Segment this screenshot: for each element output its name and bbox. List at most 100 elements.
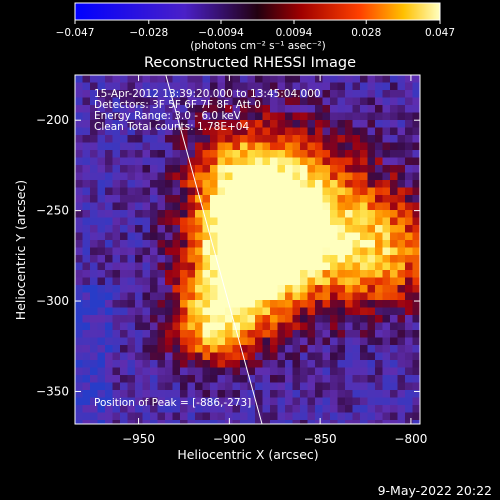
heatmap-cell (382, 142, 391, 151)
heatmap-cell (225, 210, 233, 218)
heatmap-cell (337, 232, 346, 241)
heatmap-cell (187, 262, 196, 271)
heatmap-cell (300, 330, 308, 338)
heatmap-cell (345, 195, 353, 203)
heatmap-cell (180, 187, 188, 196)
heatmap-cell (397, 127, 406, 136)
heatmap-cell (277, 382, 286, 391)
heatmap-cell (315, 225, 323, 233)
heatmap-cell (90, 292, 98, 301)
heatmap-cell (210, 232, 218, 241)
heatmap-cell (232, 337, 241, 346)
heatmap-cell (90, 307, 98, 316)
heatmap-cell (195, 262, 203, 271)
heatmap-cell (285, 97, 293, 106)
heatmap-cell (315, 315, 323, 323)
heatmap-cell (285, 202, 293, 211)
heatmap-cell (127, 127, 136, 136)
heatmap-cell (262, 300, 271, 308)
heatmap-cell (97, 150, 106, 158)
heatmap-cell (120, 367, 128, 376)
heatmap-cell (322, 405, 331, 413)
heatmap-cell (412, 367, 420, 376)
heatmap-cell (97, 202, 106, 211)
heatmap-cell (232, 352, 241, 361)
heatmap-cell (112, 180, 121, 188)
heatmap-cell (262, 307, 271, 316)
heatmap-cell (157, 300, 166, 308)
heatmap-cell (187, 375, 196, 383)
heatmap-cell (337, 285, 346, 293)
heatmap-cell (405, 397, 413, 406)
heatmap-cell (307, 225, 316, 233)
heatmap-cell (225, 390, 233, 398)
heatmap-cell (375, 397, 383, 406)
heatmap-cell (247, 412, 256, 421)
heatmap-cell (270, 127, 278, 136)
heatmap-cell (412, 217, 420, 226)
heatmap-cell (232, 270, 241, 278)
heatmap-cell (322, 127, 331, 136)
heatmap-cell (352, 225, 361, 233)
heatmap-cell (390, 127, 398, 136)
heatmap-cell (270, 255, 278, 263)
heatmap-cell (127, 397, 136, 406)
heatmap-cell (105, 285, 113, 293)
heatmap-cell (322, 105, 331, 113)
heatmap-cell (157, 157, 166, 166)
heatmap-cell (142, 375, 151, 383)
heatmap-cell (322, 210, 331, 218)
heatmap-cell (307, 382, 316, 391)
heatmap-cell (97, 105, 106, 113)
heatmap-cell (270, 345, 278, 353)
heatmap-cell (367, 112, 376, 121)
heatmap-cell (262, 165, 271, 173)
heatmap-cell (210, 270, 218, 278)
heatmap-cell (255, 232, 263, 241)
heatmap-cell (225, 135, 233, 143)
heatmap-cell (210, 157, 218, 166)
heatmap-cell (195, 375, 203, 383)
heatmap-cell (285, 165, 293, 173)
heatmap-cell (345, 82, 353, 91)
heatmap-cell (315, 367, 323, 376)
heatmap-cell (382, 390, 391, 398)
heatmap-cell (90, 135, 98, 143)
heatmap-cell (127, 82, 136, 91)
heatmap-cell (172, 97, 181, 106)
heatmap-cell (217, 120, 226, 128)
heatmap-cell (390, 82, 398, 91)
heatmap-cell (337, 292, 346, 301)
heatmap-cell (105, 120, 113, 128)
heatmap-cell (367, 180, 376, 188)
heatmap-cell (292, 375, 301, 383)
heatmap-cell (277, 277, 286, 286)
heatmap-cell (112, 195, 121, 203)
heatmap-cell (277, 105, 286, 113)
heatmap-cell (240, 82, 248, 91)
heatmap-cell (172, 232, 181, 241)
heatmap-cell (360, 97, 368, 106)
heatmap-cell (202, 150, 211, 158)
heatmap-cell (165, 375, 173, 383)
heatmap-cell (150, 337, 158, 346)
heatmap-cell (307, 202, 316, 211)
heatmap-cell (270, 270, 278, 278)
heatmap-cell (180, 345, 188, 353)
heatmap-cell (307, 307, 316, 316)
heatmap-cell (255, 307, 263, 316)
heatmap-cell (330, 322, 338, 331)
heatmap-cell (150, 232, 158, 241)
heatmap-cell (165, 135, 173, 143)
heatmap-cell (322, 390, 331, 398)
heatmap-cell (210, 187, 218, 196)
heatmap-cell (127, 202, 136, 211)
heatmap-cell (105, 375, 113, 383)
heatmap-cell (300, 180, 308, 188)
heatmap-cell (345, 277, 353, 286)
heatmap-cell (135, 300, 143, 308)
heatmap-cell (382, 90, 391, 98)
heatmap-cell (270, 90, 278, 98)
heatmap-cell (345, 352, 353, 361)
heatmap-cell (135, 307, 143, 316)
